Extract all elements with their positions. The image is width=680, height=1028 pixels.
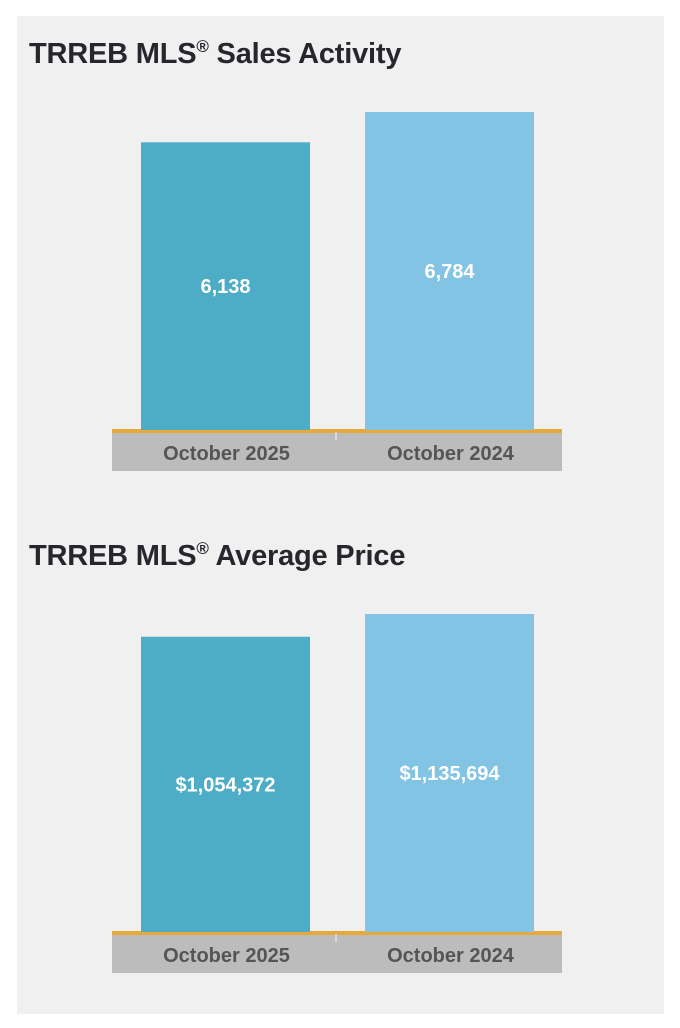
x-axis-line: [112, 931, 562, 935]
sales-activity-chart: TRREB MLS® Sales Activity 6,138 October 2…: [17, 16, 664, 486]
category-label: October 2024: [387, 443, 515, 465]
bar-2: [365, 614, 534, 932]
charts-panel: TRREB MLS® Sales Activity 6,138 October 2…: [17, 16, 664, 1014]
category-label: October 2025: [163, 945, 290, 967]
bar-1: [141, 636, 310, 932]
average-price-chart: TRREB MLS® Average Price $1,054,372 Octob…: [17, 518, 664, 988]
sales-activity-plot: 6,138 October 2025 6,784 October 2024: [112, 112, 562, 471]
chart-title: TRREB MLS® Average Price: [29, 539, 406, 573]
category-label: October 2024: [387, 945, 515, 967]
x-axis-tick: [335, 432, 337, 440]
chart-title: TRREB MLS® Sales Activity: [29, 37, 402, 71]
data-label: 6,138: [200, 276, 250, 298]
data-label: 6,784: [424, 261, 475, 283]
chart-title-main: TRREB MLS: [29, 38, 197, 70]
x-axis-line: [112, 429, 562, 433]
registered-mark: ®: [196, 37, 209, 56]
bar-2: [365, 112, 534, 430]
chart-title-main: TRREB MLS: [29, 540, 197, 572]
average-price-plot: $1,054,372 October 2025 $1,135,694 October …: [112, 614, 562, 973]
category-label: October 2025: [163, 443, 290, 465]
x-axis-tick: [335, 934, 337, 942]
chart-title-suffix: Average Price: [215, 540, 406, 572]
chart-title-suffix: Sales Activity: [216, 38, 402, 70]
data-label: $1,054,372: [175, 774, 275, 796]
bar-1: [141, 142, 310, 430]
data-label: $1,135,694: [399, 763, 500, 785]
registered-mark: ®: [196, 539, 209, 558]
